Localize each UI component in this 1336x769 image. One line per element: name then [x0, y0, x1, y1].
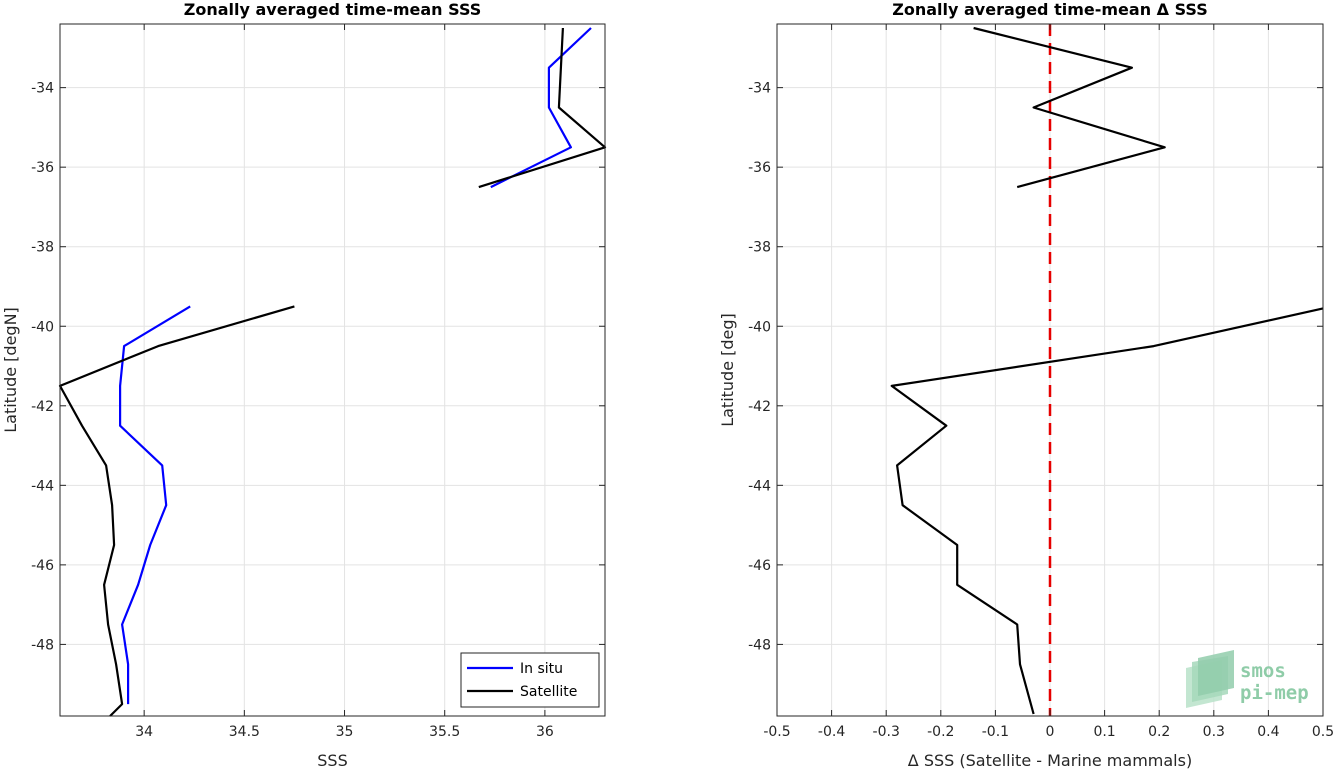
y-tick-label: -38 [31, 240, 54, 256]
x-tick-label: 0 [1046, 724, 1055, 740]
chart-title: Zonally averaged time-mean Δ SSS [892, 0, 1208, 19]
y-tick-label: -40 [31, 319, 54, 335]
logo-text-smos: smos [1240, 660, 1286, 682]
delta-sss-panel: -0.5 -0.4 -0.3 -0.2 -0.1 0 0.1 0.2 0.3 0.4 0.5 -48 -… [718, 0, 1334, 769]
series-line-satellite-segment-0 [478, 27, 607, 189]
y-axis-label: Latitude [degN] [1, 307, 20, 433]
y-tick-label: -34 [31, 81, 54, 97]
x-tick-label: -0.1 [982, 724, 1009, 740]
chart-title: Zonally averaged time-mean SSS [184, 0, 482, 19]
y-tick-label: -36 [31, 160, 54, 176]
y-tick-label: -44 [31, 478, 54, 494]
x-tick-label: -0.3 [873, 724, 900, 740]
legend-label: Satellite [520, 684, 577, 700]
x-tick-label: 35 [336, 724, 354, 740]
x-tick-label: 0.3 [1203, 724, 1225, 740]
series-line-satellite-segment-1 [58, 305, 295, 717]
y-tick-label: -42 [31, 399, 54, 415]
logo-layer-2 [1198, 650, 1234, 696]
axes-frame [59, 23, 606, 717]
x-tick-label: -0.4 [818, 724, 845, 740]
y-tick-label: -40 [748, 319, 771, 335]
x-axis-label: SSS [317, 751, 347, 769]
plot-area [60, 24, 605, 716]
x-tick-label: 34.5 [229, 724, 260, 740]
series-line-in-situ-segment-0 [490, 27, 592, 189]
x-tick-label: -0.5 [763, 724, 790, 740]
x-tick-label: -0.2 [927, 724, 954, 740]
legend-label: In situ [520, 661, 563, 677]
y-tick-label: -42 [748, 399, 771, 415]
x-tick-label: 36 [536, 724, 554, 740]
y-tick-label: -44 [748, 478, 771, 494]
y-tick-label: -46 [748, 558, 771, 574]
x-tick-label: 0.1 [1093, 724, 1115, 740]
x-tick-label: 0.4 [1257, 724, 1279, 740]
sss-panel: 34 34.5 35 35.5 36 -48 -46 -44 -42 -40 -38 -36 -34 Zo… [1, 0, 607, 769]
series-line-in-situ-segment-1 [118, 305, 191, 705]
logo-text-pimep: pi-mep [1240, 682, 1309, 704]
y-tick-label: -34 [748, 81, 771, 97]
y-axis-label: Latitude [deg] [718, 313, 737, 427]
legend-box [460, 652, 600, 708]
y-tick-label: -46 [31, 558, 54, 574]
x-tick-label: 34 [135, 724, 153, 740]
y-tick-label: -36 [748, 160, 771, 176]
y-tick-label: -48 [748, 637, 771, 653]
x-tick-label: 0.2 [1148, 724, 1170, 740]
legend: In situ Satellite [460, 652, 600, 708]
x-axis-label: Δ SSS (Satellite - Marine mammals) [908, 751, 1192, 769]
x-tick-label: 35.5 [429, 724, 460, 740]
y-tick-label: -48 [31, 637, 54, 653]
series-line-delta-sss-segment-0 [973, 26, 1166, 189]
x-tick-label: 0.5 [1312, 724, 1334, 740]
y-tick-label: -38 [748, 240, 771, 256]
series-line-delta-sss-segment-1 [890, 307, 1324, 715]
